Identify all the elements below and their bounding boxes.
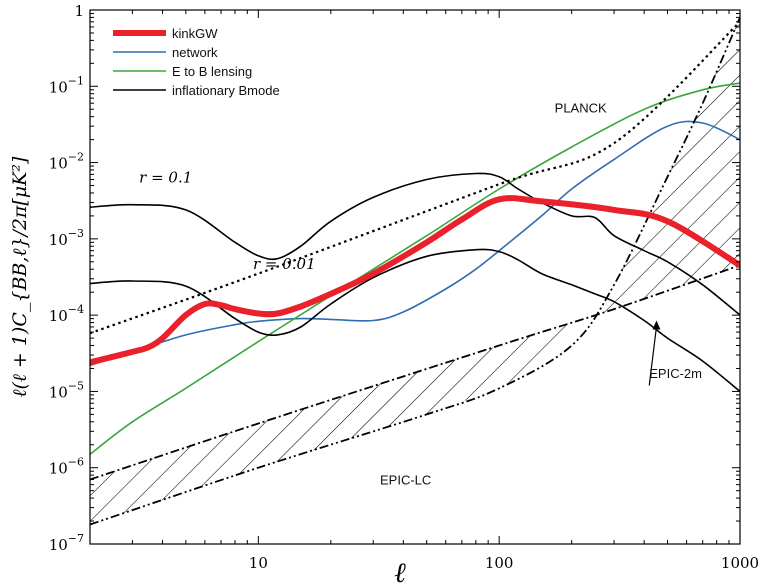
band-layer [90,17,740,525]
legend-label-kinkgw: kinkGW [172,26,218,41]
series-line-epic-2m [90,264,740,481]
series-line-epic-lc [90,17,740,526]
annotation-layer: r = 0.1 r = 0.01 PLANCK EPIC-2m EPIC-LC [139,101,702,488]
y-axis-label: ℓ(ℓ + 1)C_{BB,ℓ}/2π[μK²] [9,156,31,397]
y-tick-label: 10−6 [49,456,84,478]
x-tick-label: 10 [249,554,268,572]
series-line-inflationary-bmode [90,172,740,316]
x-tick-label: 100 [485,554,514,572]
annotation-planck: PLANCK [555,101,607,116]
legend-label-network: network [172,45,218,60]
annotation-r-0-01: r = 0.01 [253,255,316,273]
x-axis-label: ℓ [394,556,406,588]
legend: kinkGW network E to B lensing inflationary … [113,26,280,98]
annotation-epic-lc: EPIC-LC [380,473,431,488]
series-line-network [90,120,740,367]
annotation-arrow-head [652,320,661,330]
series-line-e-to-b-lensing [90,82,740,455]
y-tick-label: 10−2 [49,151,84,173]
tick-layer: 10 100 1000 10−7 10−6 10−5 10−4 10−3 10−2 10−1 1 [49,2,759,572]
legend-label-inflationary-bmode: inflationary Bmode [172,83,280,98]
y-tick-label: 10−5 [49,379,84,401]
legend-label-e-to-b-lensing: E to B lensing [172,64,252,79]
epic-band-hatch [90,17,740,525]
y-tick-label: 10−7 [49,532,84,554]
y-tick-label: 10−1 [49,74,84,96]
x-tick-label: 1000 [721,554,759,572]
series-line-planck [90,21,740,335]
y-tick-label: 10−3 [49,227,84,249]
plot-frame [89,9,741,545]
series-line-kinkgw [90,195,740,366]
y-tick-label: 1 [74,2,84,20]
y-tick-label: 10−4 [49,303,84,325]
series-line-inflationary-bmode-r-0-01 [90,248,740,393]
annotation-r-0-1: r = 0.1 [139,168,192,186]
series-layer [90,17,740,526]
annotation-arrow [648,326,658,386]
annotation-epic-2m: EPIC-2m [649,366,702,381]
